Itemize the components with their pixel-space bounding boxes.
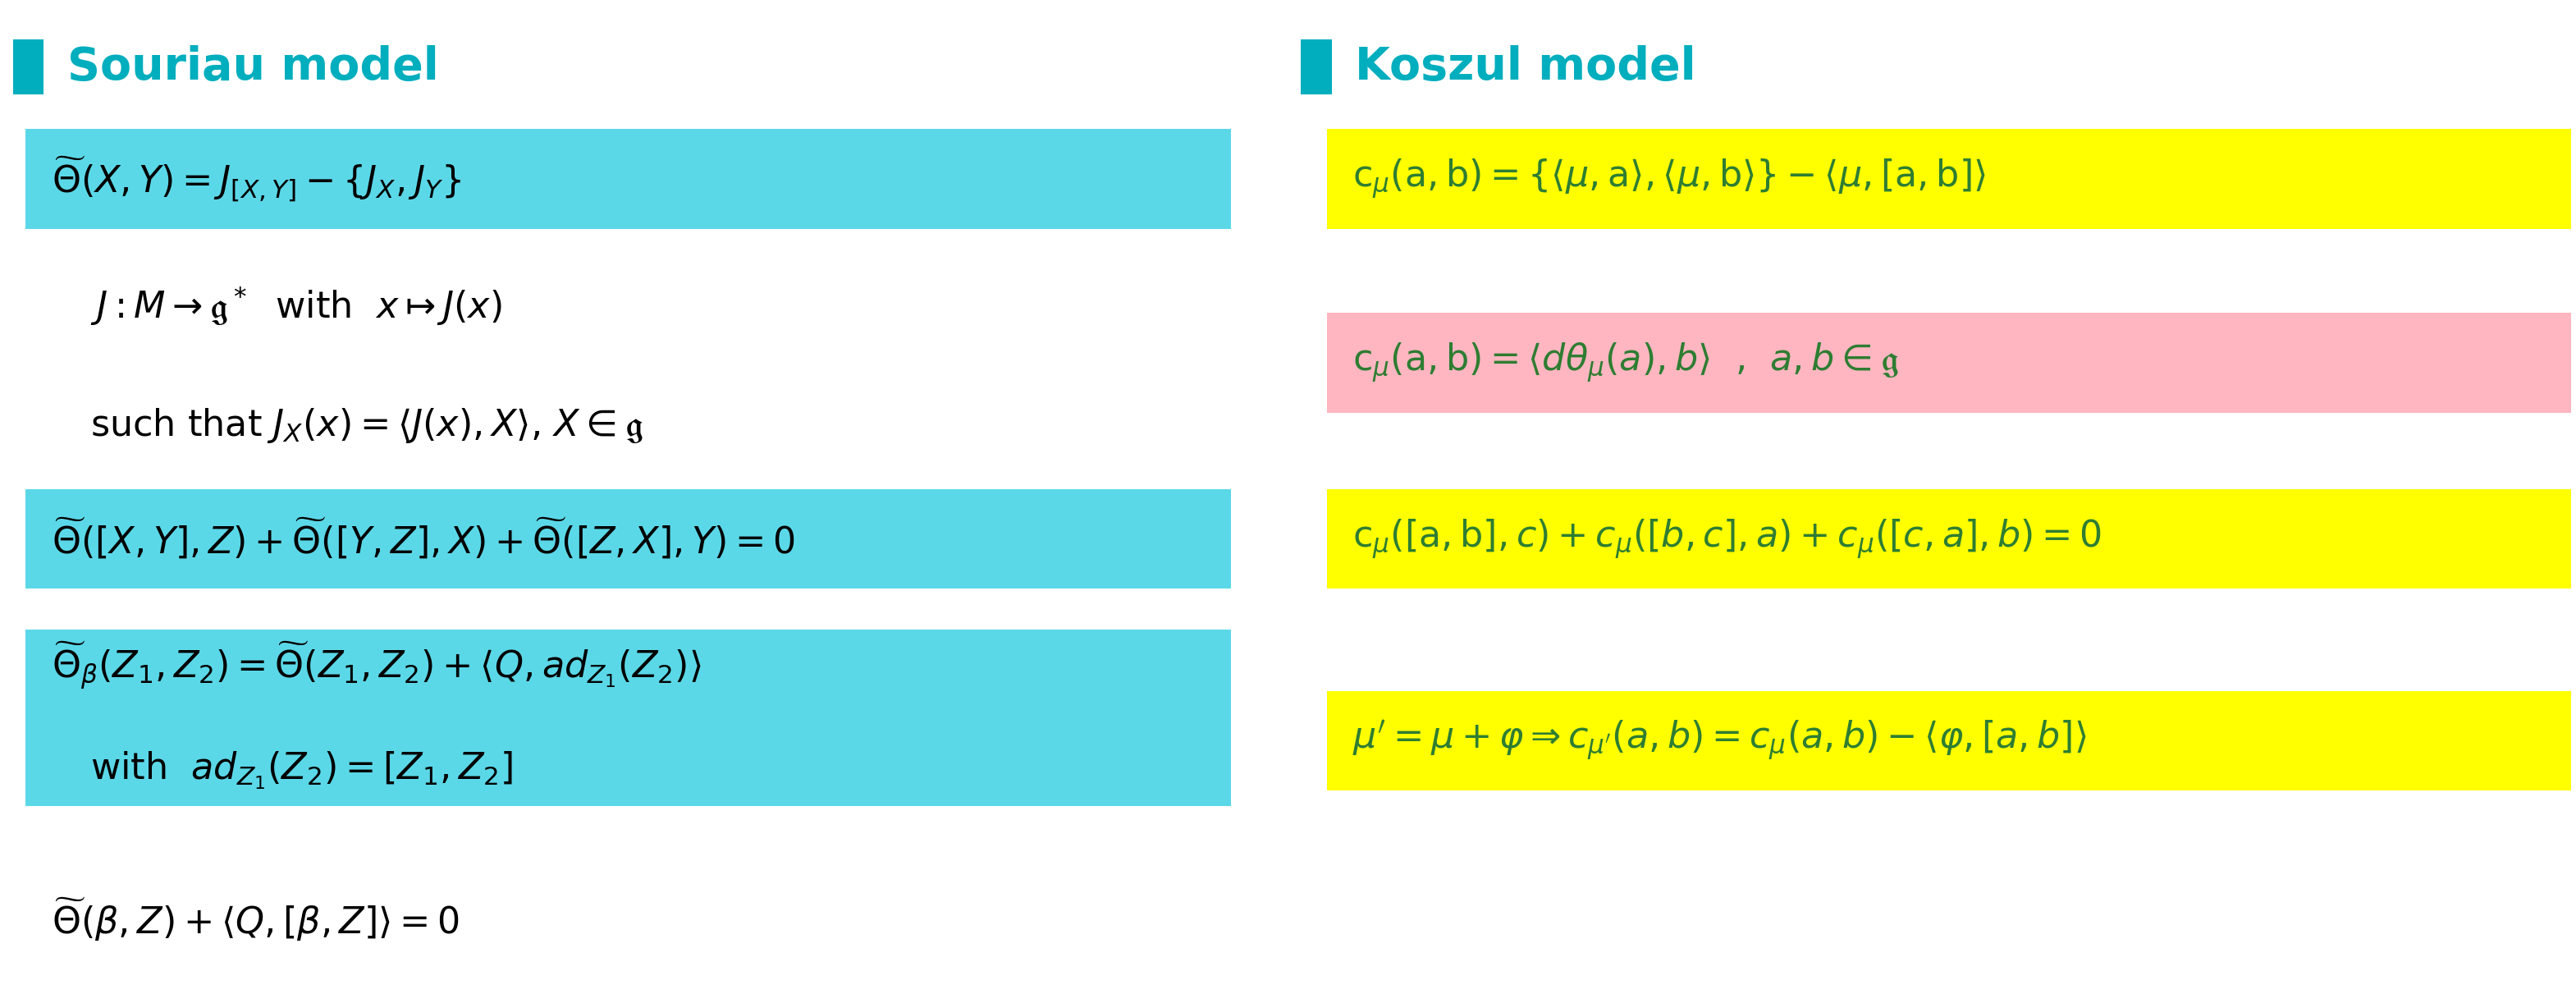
Text: $\mu'=\mu+\varphi\Rightarrow c_{\mu'}(a,b)=c_\mu(a,b)-\langle\varphi,[a,b]\rangl: $\mu'=\mu+\varphi\Rightarrow c_{\mu'}(a,…	[1352, 719, 2087, 762]
FancyBboxPatch shape	[26, 489, 1231, 588]
FancyBboxPatch shape	[1327, 313, 2571, 413]
Text: Koszul model: Koszul model	[1355, 46, 1695, 89]
Text: Souriau model: Souriau model	[67, 46, 438, 89]
FancyBboxPatch shape	[1301, 40, 1332, 94]
Text: $\mathrm{c}_\mu(\mathrm{a,b})=\langle d\theta_\mu(a),b\rangle$  ,  $a,b\in\mathf: $\mathrm{c}_\mu(\mathrm{a,b})=\langle d\…	[1352, 341, 1899, 385]
Text: $\mathrm{c}_\mu(\mathrm{a,b})=\{\langle\mu,\mathrm{a}\rangle,\langle\mu,\mathrm{: $\mathrm{c}_\mu(\mathrm{a,b})=\{\langle\…	[1352, 157, 1986, 201]
FancyBboxPatch shape	[13, 40, 44, 94]
FancyBboxPatch shape	[1327, 489, 2571, 588]
Text: $J:M\rightarrow\mathfrak{g}^*$  with  $x\mapsto J(x)$: $J:M\rightarrow\mathfrak{g}^*$ with $x\m…	[90, 284, 502, 328]
Text: $\widetilde{\Theta}(\beta,Z)+\langle Q,[\beta,Z]\rangle=0$: $\widetilde{\Theta}(\beta,Z)+\langle Q,[…	[52, 896, 459, 943]
FancyBboxPatch shape	[1327, 691, 2571, 790]
Text: $\mathrm{c}_\mu([\mathrm{a,b}],c)+c_\mu([b,c],a)+c_\mu([c,a],b)=0$: $\mathrm{c}_\mu([\mathrm{a,b}],c)+c_\mu(…	[1352, 517, 2102, 561]
FancyBboxPatch shape	[26, 629, 1231, 806]
Text: $\widetilde{\Theta}_\beta(Z_1,Z_2)=\widetilde{\Theta}(Z_1,Z_2)+\langle Q,ad_{Z_1: $\widetilde{\Theta}_\beta(Z_1,Z_2)=\wide…	[52, 640, 701, 692]
Text: $\widetilde{\Theta}([X,Y],Z)+\widetilde{\Theta}([Y,Z],X)+\widetilde{\Theta}([Z,X: $\widetilde{\Theta}([X,Y],Z)+\widetilde{…	[52, 516, 796, 562]
Text: $\widetilde{\Theta}(X,Y)=J_{[X,Y]}-\{J_X,J_Y\}$: $\widetilde{\Theta}(X,Y)=J_{[X,Y]}-\{J_X…	[52, 154, 461, 204]
Text: such that $J_X(x)=\langle J(x),X\rangle$, $X\in\mathfrak{g}$: such that $J_X(x)=\langle J(x),X\rangle$…	[90, 407, 644, 444]
FancyBboxPatch shape	[26, 129, 1231, 229]
FancyBboxPatch shape	[1327, 129, 2571, 229]
Text: with  $ad_{Z_1}(Z_2)=[Z_1,Z_2]$: with $ad_{Z_1}(Z_2)=[Z_1,Z_2]$	[90, 749, 513, 791]
